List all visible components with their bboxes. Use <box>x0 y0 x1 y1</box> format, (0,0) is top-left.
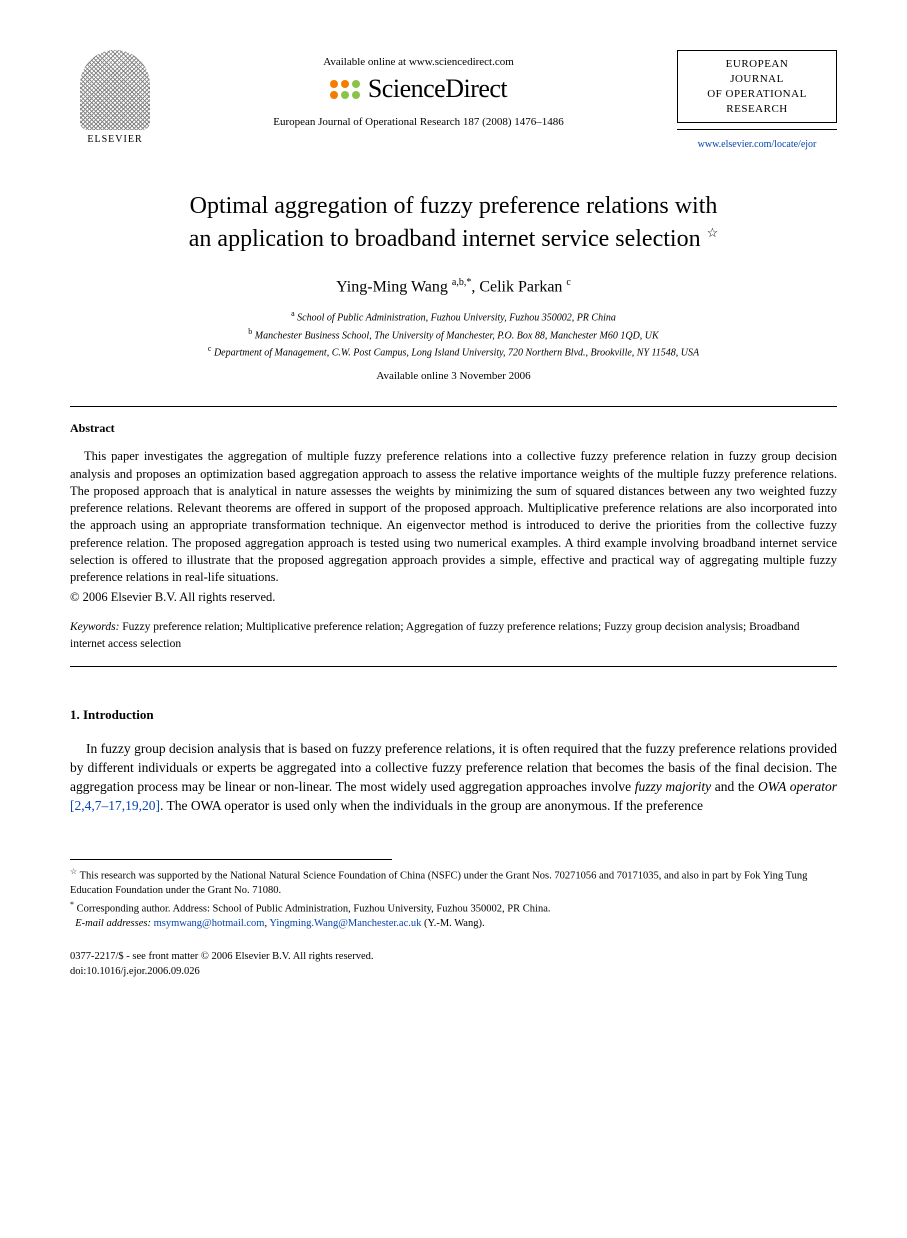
journal-box-line: EUROPEAN <box>682 57 832 72</box>
abstract-copyright: © 2006 Elsevier B.V. All rights reserved… <box>70 590 837 605</box>
email-link[interactable]: msymwang@hotmail.com <box>154 918 265 929</box>
affiliation-b: Manchester Business School, The Universi… <box>255 330 659 341</box>
sciencedirect-logo: ScienceDirect <box>160 74 677 104</box>
journal-citation: European Journal of Operational Research… <box>160 116 677 128</box>
journal-box-rule <box>677 129 837 130</box>
abstract-heading: Abstract <box>70 421 837 436</box>
footer-front-matter: 0377-2217/$ - see front matter © 2006 El… <box>70 950 837 965</box>
abstract-top-rule <box>70 406 837 407</box>
available-online-date: Available online 3 November 2006 <box>70 370 837 382</box>
author-affil-sup: a,b,* <box>452 277 471 288</box>
author-name: Celik Parkan <box>479 278 562 295</box>
author-name: Ying-Ming Wang <box>336 278 448 295</box>
title-line-2: an application to broadband internet ser… <box>189 226 701 252</box>
abstract-body: This paper investigates the aggregation … <box>70 448 837 586</box>
journal-title-box: EUROPEAN JOURNAL OF OPERATIONAL RESEARCH <box>677 50 837 123</box>
sciencedirect-wordmark: ScienceDirect <box>368 74 507 104</box>
page-footer: 0377-2217/$ - see front matter © 2006 El… <box>70 950 837 979</box>
journal-box-line: RESEARCH <box>682 102 832 117</box>
author-affil-sup: c <box>566 277 570 288</box>
journal-box-wrap: EUROPEAN JOURNAL OF OPERATIONAL RESEARCH… <box>677 50 837 152</box>
keywords-label: Keywords: <box>70 621 119 633</box>
keywords-text: Fuzzy preference relation; Multiplicativ… <box>70 621 800 649</box>
footnote-funding: ☆ This research was supported by the Nat… <box>70 866 837 899</box>
author-list: Ying-Ming Wang a,b,*, Celik Parkan c <box>70 277 837 296</box>
italic-term: OWA operator <box>758 779 837 794</box>
footnotes: ☆ This research was supported by the Nat… <box>70 866 837 932</box>
page-header: ELSEVIER Available online at www.science… <box>70 50 837 152</box>
elsevier-logo-block: ELSEVIER <box>70 50 160 145</box>
article-title: Optimal aggregation of fuzzy preference … <box>70 190 837 255</box>
citation-reference-link[interactable]: [2,4,7–17,19,20] <box>70 798 160 813</box>
title-footnote-star-icon: ☆ <box>707 225 719 240</box>
available-online-text: Available online at www.sciencedirect.co… <box>160 56 677 68</box>
keywords-block: Keywords: Fuzzy preference relation; Mul… <box>70 619 837 651</box>
footnote-email: E-mail addresses: msymwang@hotmail.com, … <box>70 917 837 932</box>
footer-doi: doi:10.1016/j.ejor.2006.09.026 <box>70 965 837 980</box>
sciencedirect-dots-icon <box>330 80 360 99</box>
section-1-paragraph: In fuzzy group decision analysis that is… <box>70 739 837 816</box>
abstract-bottom-rule <box>70 666 837 667</box>
elsevier-label: ELSEVIER <box>70 134 160 145</box>
affiliations: a School of Public Administration, Fuzho… <box>70 308 837 360</box>
locate-link[interactable]: www.elsevier.com/locate/ejor <box>698 139 817 150</box>
header-center: Available online at www.sciencedirect.co… <box>160 50 677 128</box>
title-line-1: Optimal aggregation of fuzzy preference … <box>190 193 718 219</box>
email-link[interactable]: Yingming.Wang@Manchester.ac.uk <box>269 918 421 929</box>
footnote-corresponding: * Corresponding author. Address: School … <box>70 899 837 917</box>
elsevier-tree-icon <box>80 50 150 130</box>
journal-box-line: JOURNAL <box>682 72 832 87</box>
affiliation-a: School of Public Administration, Fuzhou … <box>297 313 616 324</box>
section-1-heading: 1. Introduction <box>70 707 837 723</box>
footnote-rule <box>70 859 392 866</box>
affiliation-c: Department of Management, C.W. Post Camp… <box>214 347 699 358</box>
journal-box-line: OF OPERATIONAL <box>682 87 832 102</box>
italic-term: fuzzy majority <box>635 779 711 794</box>
